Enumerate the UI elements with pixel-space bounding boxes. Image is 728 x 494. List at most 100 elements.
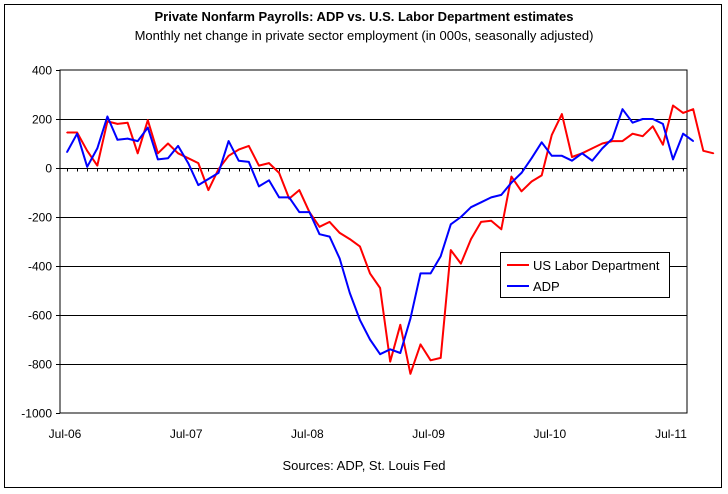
data-point-adp: [561, 155, 563, 157]
data-point-us-labor-department: [409, 373, 412, 375]
legend-swatch-us-labor-department: [507, 264, 529, 266]
data-point-us-labor-department: [571, 156, 573, 158]
x-tick-label: Jul-07: [170, 427, 203, 441]
data-point-us-labor-department: [692, 108, 694, 110]
data-point-adp: [197, 184, 200, 186]
data-point-adp: [157, 158, 159, 161]
data-point-us-labor-department: [702, 150, 705, 152]
data-point-us-labor-department: [298, 189, 301, 191]
data-point-adp: [500, 194, 503, 196]
data-point-us-labor-department: [136, 152, 139, 155]
data-point-us-labor-department: [631, 132, 634, 135]
data-point-us-labor-department: [278, 172, 280, 174]
data-point-us-labor-department: [561, 113, 563, 115]
data-point-adp: [601, 147, 604, 150]
data-point-us-labor-department: [460, 262, 462, 265]
data-point-adp: [581, 152, 583, 155]
data-point-us-labor-department: [248, 145, 250, 147]
data-point-adp: [369, 338, 371, 341]
data-point-adp: [621, 108, 624, 110]
data-point-adp: [258, 185, 260, 188]
data-point-us-labor-department: [328, 221, 331, 223]
data-point-adp: [116, 139, 119, 141]
data-point-adp: [379, 353, 381, 356]
legend-label-adp: ADP: [533, 278, 560, 294]
x-tick-label: Jul-09: [412, 427, 445, 441]
data-point-us-labor-department: [359, 245, 361, 248]
data-point-us-labor-department: [389, 360, 392, 363]
data-point-adp: [298, 211, 301, 213]
data-point-adp: [631, 121, 634, 124]
data-point-adp: [147, 126, 149, 129]
data-point-adp: [540, 141, 543, 144]
data-point-adp: [611, 137, 614, 140]
data-point-adp: [136, 140, 139, 142]
data-point-adp: [288, 196, 291, 199]
data-point-us-labor-department: [207, 189, 210, 191]
data-point-adp: [106, 115, 109, 118]
data-point-us-labor-department: [712, 152, 715, 155]
data-point-adp: [187, 162, 189, 164]
data-point-adp: [96, 147, 99, 150]
data-point-us-labor-department: [86, 150, 88, 152]
data-point-us-labor-department: [227, 155, 230, 157]
plot-area: [59, 69, 688, 414]
data-point-adp: [641, 118, 644, 120]
data-point-adp: [217, 172, 220, 174]
x-tick-label: Jul-08: [291, 427, 324, 441]
data-point-adp: [278, 196, 280, 199]
data-point-adp: [359, 319, 361, 321]
y-tick-label: -200: [28, 211, 52, 225]
data-point-adp: [349, 292, 351, 294]
data-point-adp: [530, 157, 533, 159]
y-tick-label: -800: [28, 358, 52, 372]
data-point-adp: [429, 272, 432, 275]
data-point-adp: [389, 348, 392, 351]
data-point-us-labor-department: [349, 238, 351, 240]
legend-swatch-adp: [507, 285, 529, 287]
data-point-us-labor-department: [682, 112, 684, 114]
data-point-adp: [591, 159, 593, 162]
data-point-us-labor-department: [450, 249, 452, 251]
y-tick-label: -600: [28, 309, 52, 323]
y-tick-label: -400: [28, 260, 52, 274]
data-point-us-labor-department: [237, 148, 240, 151]
data-point-us-labor-department: [369, 272, 371, 275]
data-point-adp: [662, 123, 664, 125]
chart-source: Sources: ADP, St. Louis Fed: [282, 458, 446, 473]
data-point-us-labor-department: [429, 359, 432, 362]
data-point-adp: [248, 161, 250, 163]
data-point-us-labor-department: [540, 174, 543, 177]
data-point-us-labor-department: [399, 324, 402, 326]
data-point-adp: [227, 140, 230, 142]
data-point-us-labor-department: [338, 232, 341, 234]
data-point-adp: [490, 196, 493, 199]
data-point-us-labor-department: [379, 287, 381, 289]
data-point-us-labor-department: [318, 226, 321, 228]
data-point-adp: [76, 132, 78, 135]
data-point-us-labor-department: [641, 135, 644, 137]
data-point-us-labor-department: [96, 164, 99, 167]
data-point-adp: [338, 257, 341, 260]
y-tick-label: -1000: [21, 407, 52, 421]
data-point-us-labor-department: [157, 152, 159, 155]
data-point-us-labor-department: [197, 162, 200, 164]
data-point-us-labor-department: [480, 221, 482, 223]
data-point-us-labor-department: [662, 143, 664, 146]
legend-item-us-labor-department: US Labor Department: [507, 256, 659, 274]
data-point-adp: [682, 132, 684, 135]
data-point-us-labor-department: [500, 228, 503, 231]
data-point-us-labor-department: [147, 119, 149, 121]
legend-item-adp: ADP: [507, 277, 560, 295]
data-point-us-labor-department: [490, 219, 493, 222]
data-point-adp: [126, 137, 129, 140]
x-tick-label: Jul-10: [533, 427, 566, 441]
data-point-adp: [237, 159, 240, 162]
data-point-adp: [308, 211, 311, 213]
y-tick-label: 200: [32, 113, 52, 127]
data-point-us-labor-department: [258, 164, 260, 167]
data-point-us-labor-department: [672, 104, 674, 107]
data-point-adp: [409, 317, 412, 320]
data-point-us-labor-department: [611, 140, 614, 142]
